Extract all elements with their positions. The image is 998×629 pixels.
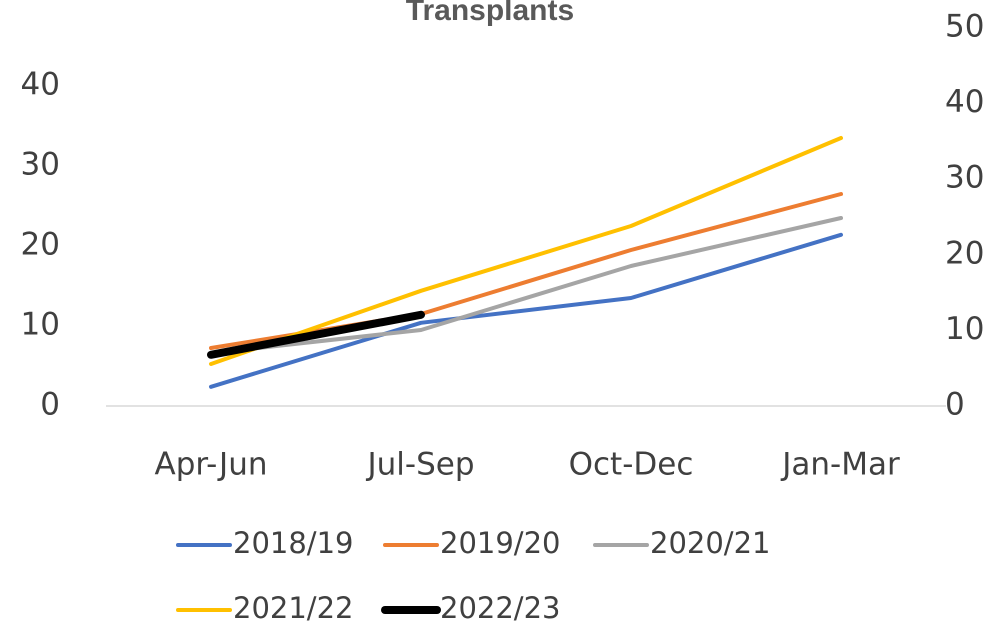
y2-tick-label: 30 bbox=[945, 160, 984, 196]
y-tick-label: 0 bbox=[40, 387, 60, 423]
x-tick-label: Oct-Dec bbox=[569, 447, 694, 483]
y-tick-label: 30 bbox=[21, 147, 60, 183]
y2-tick-label: 50 bbox=[945, 9, 984, 45]
y2-tick-label: 0 bbox=[945, 387, 965, 423]
legend-label: 2022/23 bbox=[440, 591, 560, 625]
chart-title: Transplants bbox=[406, 0, 574, 27]
series-line bbox=[209, 192, 843, 350]
series-line bbox=[209, 136, 843, 366]
series-line bbox=[209, 232, 843, 389]
x-tick-label: Jan-Mar bbox=[780, 447, 900, 483]
y-tick-label: 10 bbox=[21, 307, 60, 343]
y2-tick-label: 40 bbox=[945, 84, 984, 120]
x-tick-label: Jul-Sep bbox=[365, 447, 474, 483]
y2-tick-label: 10 bbox=[945, 311, 984, 347]
y-tick-label: 40 bbox=[21, 67, 60, 103]
series-line bbox=[207, 310, 425, 359]
legend-label: 2020/21 bbox=[650, 526, 770, 560]
y2-tick-label: 20 bbox=[945, 235, 984, 271]
y-tick-label: 20 bbox=[21, 227, 60, 263]
legend-label: 2021/22 bbox=[233, 591, 353, 625]
legend-label: 2018/19 bbox=[233, 526, 353, 560]
x-tick-label: Apr-Jun bbox=[155, 447, 268, 483]
legend-label: 2019/20 bbox=[440, 526, 560, 560]
series-line bbox=[209, 216, 843, 356]
